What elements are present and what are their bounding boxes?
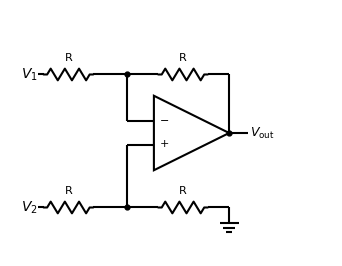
Text: R: R <box>65 185 72 196</box>
Text: $V_2$: $V_2$ <box>21 199 37 216</box>
Text: R: R <box>179 52 187 63</box>
Text: +: + <box>160 139 170 149</box>
Text: $V_1$: $V_1$ <box>21 66 37 83</box>
Text: −: − <box>160 116 170 126</box>
Text: R: R <box>179 185 187 196</box>
Text: $V_\mathrm{out}$: $V_\mathrm{out}$ <box>250 126 274 140</box>
Text: R: R <box>65 52 72 63</box>
